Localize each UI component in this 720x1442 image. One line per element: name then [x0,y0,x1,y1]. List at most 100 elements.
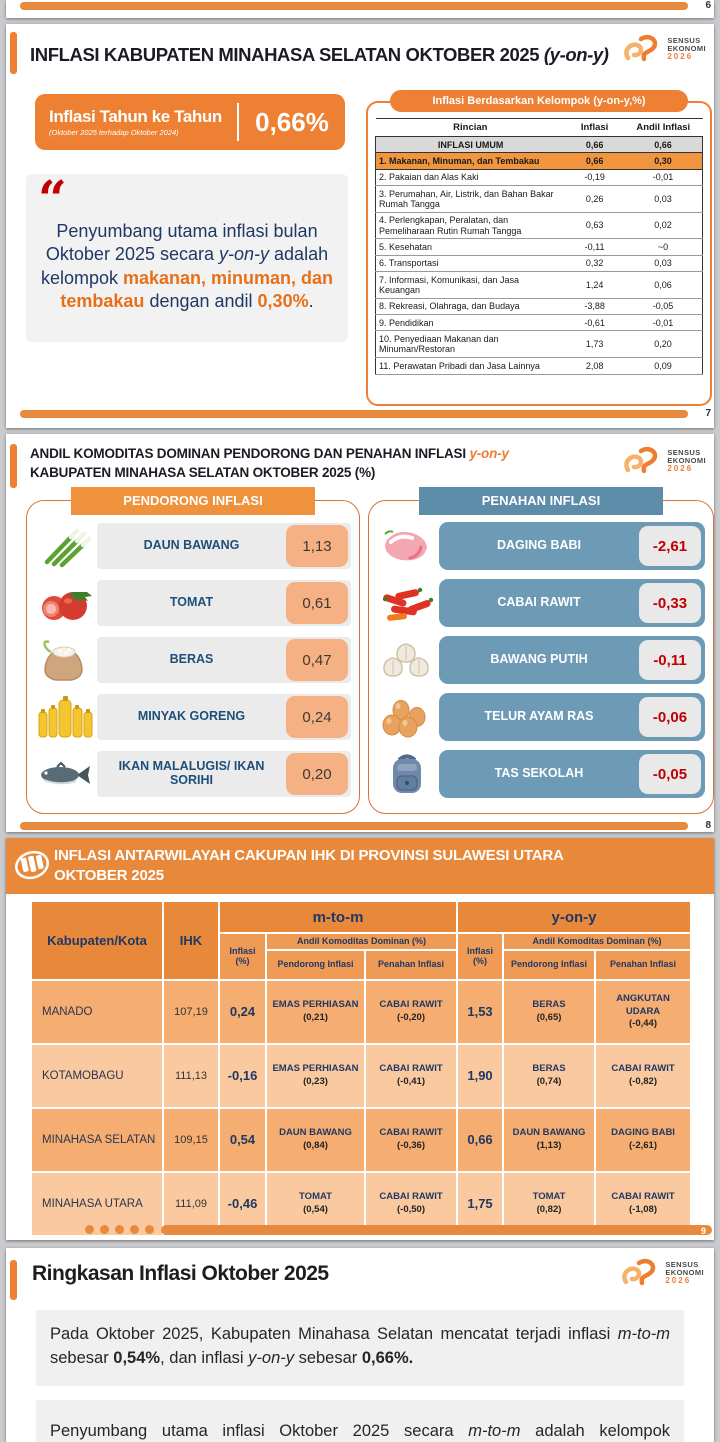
cell-mtm-penahan: CABAI RAWIT (-0,41) [363,1042,459,1109]
commodity-value: (0,21) [303,1011,328,1023]
item-value: -0,05 [639,754,701,794]
slide-9: INFLASI ANTARWILAYAH CAKUPAN IHK DI PROV… [6,838,714,1240]
item-label-box: TELUR AYAM RAS -0,06 [439,693,705,741]
table-row-highlight: 1. Makanan, Minuman, dan Tembakau 0,66 0,3… [375,152,703,170]
penahan-rows: DAGING BABI -2,61 CABAI RAWIT -0,33 [377,521,705,799]
yoy-box-divider [237,103,239,141]
col-yoy-pendorong: Pendorong Inflasi [502,948,597,981]
sensus-logo-text: SENSUS EKONOMI 2026 [665,1261,704,1285]
cell-label: 7. Informasi, Komunikasi, dan Jasa Keuan… [375,271,566,299]
nav-dot [85,1225,94,1234]
commodity-name: DAUN BAWANG [512,1127,586,1139]
item-label: DAGING BABI [496,538,582,553]
sensus-swirl-icon [624,34,658,62]
commodity-value: (0,84) [303,1139,328,1151]
inflasi-kelompok-header: Inflasi Berdasarkan Kelompok (y-on-y,%) [390,90,688,112]
list-item: IKAN MALALUGIS/ IKAN SORIHI 0,20 [35,749,351,799]
quote-seg-yony: y-on-y [219,244,270,265]
item-label: BAWANG PUTIH [490,652,588,667]
cell-andil: 0,03 [624,255,703,273]
cell-region: MINAHASA UTARA [30,1170,164,1237]
cell-andil: -0,05 [624,298,703,316]
item-value: -0,33 [639,583,701,623]
table-row-manado: MANADO 107,19 0,24 EMAS PERHIASAN (0,21) … [30,978,693,1045]
col-rincian: Rincian [375,118,566,137]
pendorong-panel: PENDORONG INFLASI DAUN BAWANG 1,13 [26,487,360,814]
text-seg: Penyumbang utama inflasi Oktober 2025 se… [50,1422,469,1440]
cell-inflasi: 0,26 [565,185,625,213]
slide-7: INFLASI KABUPATEN MINAHASA SELATAN OKTOB… [6,24,714,428]
commodity-name: BERAS [532,1063,566,1075]
table-row: 4. Perlengkapan, Peralatan, dan Pemeliha… [375,212,703,240]
cell-region: MANADO [30,978,164,1045]
pendorong-header: PENDORONG INFLASI [71,487,315,515]
text-seg: sebesar [294,1348,362,1367]
cell-andil: 0,02 [624,212,703,240]
slide-7-title: INFLASI KABUPATEN MINAHASA SELATAN OKTOB… [30,44,609,66]
cell-inflasi: -0,19 [565,169,625,187]
commodity-name: BERAS [532,999,566,1011]
commodity-value: (0,54) [303,1203,328,1215]
cell-label: INFLASI UMUM [375,136,566,154]
commodity-name: ANGKUTAN UDARA [616,993,670,1017]
cell-yoy-pendorong: BERAS (0,65) [502,978,597,1045]
commodity-value: (0,65) [536,1011,562,1023]
bps-logo-icon [15,850,49,880]
col-yoy-andil: Andil Komoditas Dominan (%) [502,932,693,951]
nav-dot [100,1225,109,1234]
text-seg: , dan inflasi [160,1348,249,1367]
nav-dot [115,1225,124,1234]
tomato-icon [35,579,95,627]
text-seg: sebesar [50,1348,114,1367]
yoy-box-subtitle: (Oktober 2025 terhadap Oktober 2024) [49,128,179,137]
text-seg-mtm-value: 0,54% [113,1348,161,1367]
commodity-value: (0,82) [536,1203,562,1215]
col-mtm-penahan: Penahan Inflasi [363,948,459,981]
cell-inflasi: 0,66 [565,152,625,170]
item-label: BERAS [169,652,214,667]
list-item: TELUR AYAM RAS -0,06 [377,692,705,742]
list-item: DAGING BABI -2,61 [377,521,705,571]
cell-region: MINAHASA SELATAN [30,1106,164,1173]
inflasi-tahun-ke-tahun-box: Inflasi Tahun ke Tahun (Oktober 2025 ter… [35,94,345,150]
item-value: -0,11 [639,640,701,680]
slide-8-title-line1: ANDIL KOMODITAS DOMINAN PENDORONG DAN PE… [30,446,509,461]
col-mtm-andil: Andil Komoditas Dominan (%) [264,932,459,951]
nav-dot [145,1225,154,1234]
quote-seg: . [308,291,314,312]
slide-9-title-line1: INFLASI ANTARWILAYAH CAKUPAN IHK DI PROV… [54,847,564,864]
inflasi-kelompok-panel: Inflasi Berdasarkan Kelompok (y-on-y,%) … [366,90,712,406]
cell-mtm-inflasi: -0,16 [218,1042,267,1109]
yoy-box-text: Inflasi Tahun ke Tahun (Oktober 2025 ter… [35,107,237,137]
yoy-box-title: Inflasi Tahun ke Tahun [49,107,222,126]
table-header-row: Rincian Inflasi Andil Inflasi [375,118,703,137]
slide-7-title-yony: (y-on-y) [543,44,609,65]
ekonomi-word: EKONOMI [667,43,706,53]
text-seg-mtm: m-to-m [617,1325,670,1343]
item-value: 0,61 [286,582,348,624]
green-onion-icon [35,522,95,570]
cell-andil: ~0 [624,238,703,256]
sensus-logo-text: SENSUS EKONOMI 2026 [667,449,706,473]
commodity-name: CABAI RAWIT [379,1127,443,1139]
cell-label: 8. Rekreasi, Olahraga, dan Budaya [375,298,566,316]
commodity-name: CABAI RAWIT [611,1191,675,1203]
cell-yoy-inflasi: 0,66 [456,1106,505,1173]
cell-andil: 0,09 [624,357,703,375]
item-value: 0,20 [286,753,348,795]
sensus-year: 2026 [667,51,694,61]
cell-andil: 0,30 [624,152,703,170]
item-label-box: MINYAK GORENG 0,24 [97,694,351,740]
penahan-panel: PENAHAN INFLASI DAGING BABI -2,61 [368,487,714,814]
commodity-name: EMAS PERHIASAN [272,1063,359,1075]
slide-8-title-yony: y-on-y [469,446,509,461]
title-accent-bar [10,444,17,488]
cell-label: 3. Perumahan, Air, Listrik, dan Bahan Ba… [375,185,566,213]
sensus-word: SENSUS [665,1259,699,1269]
rice-sack-icon [35,636,95,684]
slide-9-title: INFLASI ANTARWILAYAH CAKUPAN IHK DI PROV… [54,838,714,885]
cell-yoy-pendorong: DAUN BAWANG (1,13) [502,1106,597,1173]
quote-seg-andil: 0,30% [257,291,309,312]
text-seg-yony-value: 0,66%. [361,1348,414,1367]
